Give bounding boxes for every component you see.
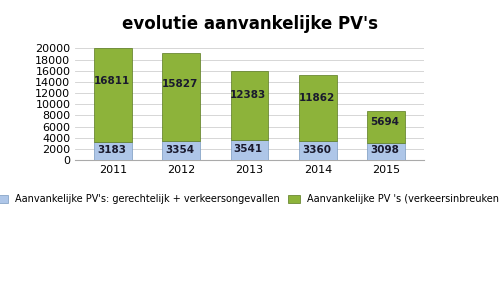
Bar [162, 53, 200, 141]
Bar [299, 75, 337, 141]
Text: 12383: 12383 [230, 90, 266, 100]
Text: 5694: 5694 [370, 117, 399, 127]
Bar [367, 143, 405, 160]
Bar [94, 48, 132, 142]
Bar [231, 140, 268, 160]
Text: 16811: 16811 [93, 76, 130, 86]
Bar [162, 141, 200, 160]
Bar [299, 141, 337, 160]
Legend: Aanvankelijke PV's: gerechtelijk + verkeersongevallen, Aanvankelijke PV 's (verk: Aanvankelijke PV's: gerechtelijk + verke… [0, 194, 499, 204]
Text: 15827: 15827 [162, 79, 198, 89]
Text: 3360: 3360 [302, 145, 331, 155]
Bar [231, 71, 268, 140]
Text: 3354: 3354 [165, 145, 194, 155]
Text: 3541: 3541 [234, 144, 262, 154]
Title: evolutie aanvankelijke PV's: evolutie aanvankelijke PV's [121, 15, 378, 33]
Text: 11862: 11862 [298, 93, 335, 103]
Text: 3183: 3183 [97, 145, 126, 155]
Bar [94, 142, 132, 160]
Text: 3098: 3098 [370, 145, 399, 155]
Bar [367, 111, 405, 143]
